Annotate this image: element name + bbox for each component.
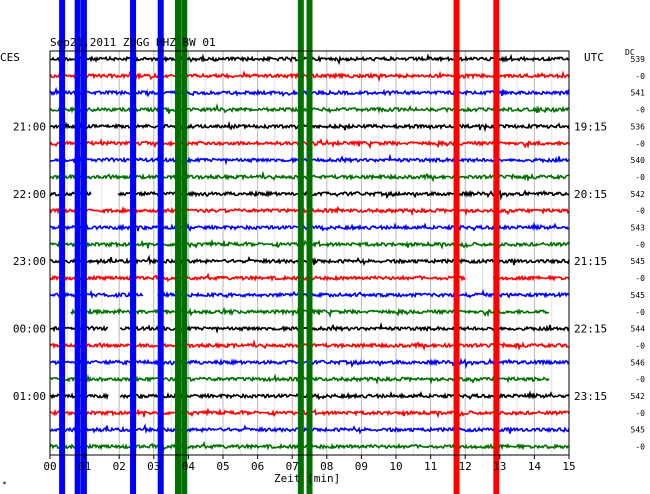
x-tick-label: 07 — [286, 460, 299, 473]
x-tick-label: 13 — [493, 460, 506, 473]
left-time-label: 01:00 — [13, 390, 46, 403]
dc-value: 544 — [631, 325, 646, 334]
dc-value: 542 — [631, 392, 646, 401]
dc-value: 546 — [631, 358, 646, 367]
event-spike — [306, 0, 313, 494]
left-zone-label: CES — [0, 51, 20, 64]
dc-value: 541 — [631, 89, 646, 98]
dc-value: -0 — [635, 173, 645, 182]
dc-value: -0 — [635, 308, 645, 317]
x-tick-label: 05 — [216, 460, 229, 473]
dc-value: -0 — [635, 409, 645, 418]
dc-value: -0 — [635, 106, 645, 115]
x-tick-label: 08 — [320, 460, 333, 473]
dc-value: -0 — [635, 240, 645, 249]
left-time-label: 00:00 — [13, 323, 46, 336]
left-time-label: 21:00 — [13, 120, 46, 133]
right-time-label: 21:15 — [574, 255, 607, 268]
event-spike — [493, 0, 500, 494]
right-time-label: 19:15 — [574, 120, 607, 133]
dc-value: 540 — [631, 156, 646, 165]
x-tick-label: 10 — [389, 460, 402, 473]
right-zone-label: UTC — [584, 51, 604, 64]
x-axis-label: Zeit [min] — [274, 472, 340, 485]
dc-value: -0 — [635, 341, 645, 350]
dc-value: -0 — [635, 139, 645, 148]
x-tick-label: 15 — [562, 460, 575, 473]
dc-value: 542 — [631, 190, 646, 199]
x-tick-label: 02 — [113, 460, 126, 473]
chart-title: Sep21,2011 ZUGG HHZ BW 01 — [50, 36, 216, 49]
event-spike — [130, 0, 137, 494]
plot-frame — [49, 50, 570, 456]
x-tick-label: 09 — [355, 460, 368, 473]
dc-value: 545 — [631, 291, 646, 300]
x-tick-label: 06 — [251, 460, 264, 473]
right-time-label: 20:15 — [574, 188, 607, 201]
dc-value: -0 — [635, 274, 645, 283]
dc-header: DC — [625, 48, 635, 57]
x-tick-label: 03 — [147, 460, 160, 473]
dc-value: 536 — [631, 122, 646, 131]
dc-value: -0 — [635, 443, 645, 452]
x-tick-label: 00 — [43, 460, 56, 473]
event-spike — [59, 0, 66, 494]
dc-value: 543 — [631, 224, 646, 233]
left-time-label: 23:00 — [13, 255, 46, 268]
x-tick-label: 12 — [459, 460, 472, 473]
seismic-trace — [49, 288, 570, 300]
dc-value: -0 — [635, 207, 645, 216]
event-spike — [453, 0, 460, 494]
label-layer: 00 01 02 03 04 05 06 07 08 09 10 11 12 13 14 15 21:00 22:… — [13, 55, 645, 473]
event-spike — [181, 0, 188, 494]
dc-value: 545 — [631, 257, 646, 266]
x-tick-label: 11 — [424, 460, 437, 473]
event-spike — [74, 0, 81, 494]
event-spike — [80, 0, 87, 494]
dc-value: 539 — [631, 55, 646, 64]
left-time-label: 22:00 — [13, 188, 46, 201]
right-time-label: 22:15 — [574, 323, 607, 336]
dc-value: 545 — [631, 426, 646, 435]
x-tick-label: 14 — [528, 460, 542, 473]
event-layer — [59, 0, 500, 494]
dc-value: -0 — [635, 375, 645, 384]
event-spike — [157, 0, 164, 494]
x-tick-label: 04 — [182, 460, 196, 473]
dc-value: -0 — [635, 72, 645, 81]
x-tick-label: 01 — [78, 460, 91, 473]
footer-mark: * — [2, 480, 7, 489]
right-time-label: 23:15 — [574, 390, 607, 403]
event-spike — [297, 0, 304, 494]
event-spike — [175, 0, 182, 494]
seismic-trace — [49, 272, 570, 283]
